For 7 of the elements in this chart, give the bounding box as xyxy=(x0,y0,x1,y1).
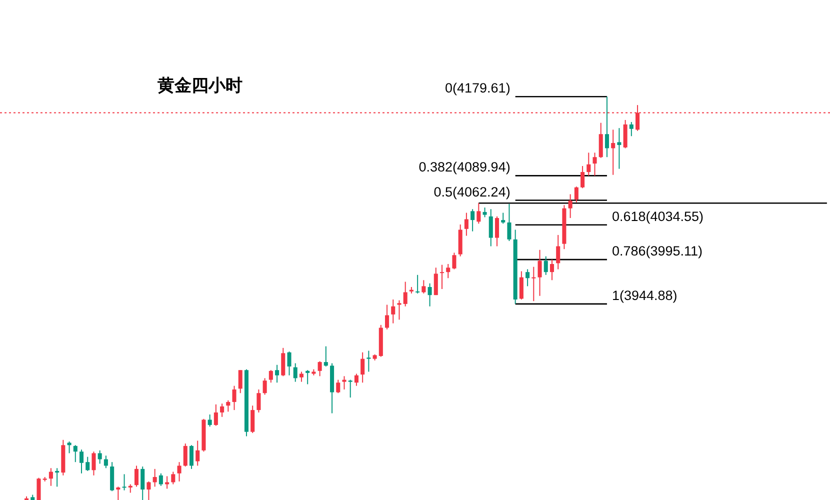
series-label: 0.382(4089.94) xyxy=(418,160,510,175)
series-label: 0(4179.61) xyxy=(445,80,510,96)
series-label: 0.786(3995.11) xyxy=(612,244,703,259)
series-label: 1(3944.88) xyxy=(612,288,678,303)
chart-title: 黄金四小时 xyxy=(156,76,242,95)
series-label: 0.5(4062.24) xyxy=(434,184,510,200)
series-label: 0.618(4034.55) xyxy=(612,208,704,224)
